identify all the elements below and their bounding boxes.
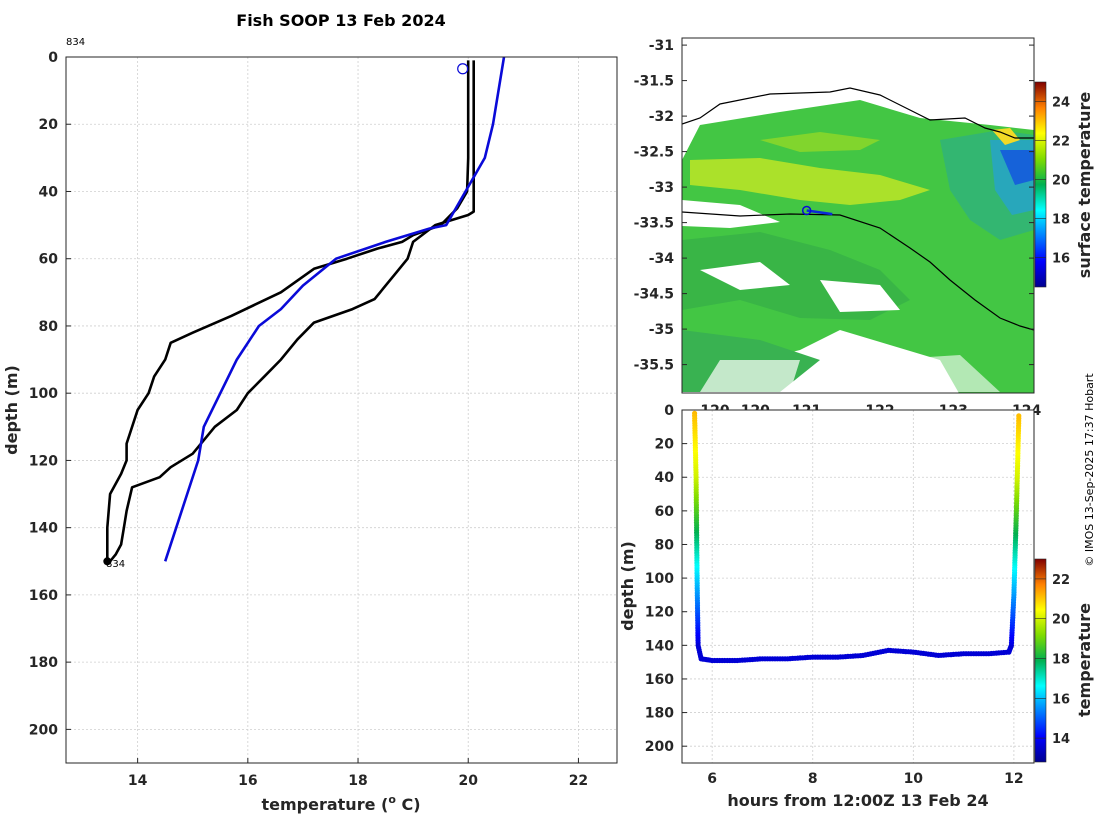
map-cb-tick-label: 16: [1052, 252, 1070, 267]
profile-grid: [66, 56, 617, 763]
profile-ytick-label: 60: [39, 252, 59, 268]
profile-bottom-id: 834: [106, 559, 125, 570]
depth-time-points: [692, 410, 1022, 664]
profile-panel: Fish SOOP 13 Feb 2024 14 16 18 20 22 0 20 40 60 8…: [2, 11, 618, 814]
depth-time-ytick-label: 0: [664, 403, 674, 419]
depth-time-colorbar-ticks: 14 16 18 20 22: [1035, 573, 1070, 747]
depth-time-ytick-label: 100: [645, 571, 674, 587]
profile-axes-box: [65, 56, 618, 764]
map-lat-tick-label: -32: [649, 109, 674, 125]
map-axes-box: [681, 37, 1035, 394]
coastline-south: [682, 211, 1034, 331]
map-lat-tick-label: -34: [649, 251, 675, 267]
map-lat-tick-label: -31: [649, 38, 674, 54]
depth-time-cb-tick-label: 14: [1052, 732, 1070, 747]
depth-time-xtick-label: 8: [808, 771, 818, 787]
depth-time-ytick-label: 60: [655, 504, 675, 520]
map-lat-tick-label: -31.5: [634, 74, 674, 90]
profile-line-climatology: [163, 57, 506, 562]
profile-ylabel: depth (m): [2, 365, 21, 455]
map-image: [682, 38, 1034, 393]
depth-time-xtick-label: 6: [707, 771, 717, 787]
profile-ticks: 14 16 18 20 22 0 20 40 60 80 100 120 140 160 180 200: [29, 50, 588, 789]
depth-time-colorbar-label: temperature: [1075, 603, 1094, 717]
profile-xlabel: temperature (o C): [261, 793, 420, 814]
profile-ytick-label: 200: [29, 722, 58, 738]
map-cb-tick-label: 18: [1052, 213, 1070, 228]
depth-time-cb-tick-label: 18: [1052, 653, 1070, 668]
profile-ytick-label: 80: [39, 319, 59, 335]
profile-ytick-label: 140: [29, 521, 58, 537]
profile-title: Fish SOOP 13 Feb 2024: [236, 11, 445, 30]
map-lat-tick-label: -35: [649, 322, 674, 338]
depth-time-ytick-label: 180: [645, 706, 674, 722]
sst-field: [682, 90, 1034, 393]
map-lat-tick-label: -32.5: [634, 145, 674, 161]
map-lat-tick-label: -34.5: [634, 287, 674, 303]
map-lat-tick-label: -33.5: [634, 216, 674, 232]
depth-time-colorbar: [1034, 558, 1047, 763]
profile-ytick-label: 180: [29, 655, 58, 671]
profile-ytick-label: 160: [29, 588, 58, 604]
depth-time-ylabel: depth (m): [618, 541, 637, 631]
map-colorbar-ticks: 16 18 20 22 24: [1035, 96, 1070, 267]
profile-series: [103, 57, 506, 566]
profile-xtick-label: 20: [458, 773, 478, 789]
map-lat-tick-label: -33: [649, 180, 674, 196]
depth-time-ytick-label: 20: [655, 437, 675, 453]
profile-ytick-label: 120: [29, 453, 58, 469]
depth-time-xlabel: hours from 12:00Z 13 Feb 24: [727, 791, 988, 810]
depth-time-axes-box: [681, 409, 1035, 764]
depth-time-ytick-label: 80: [655, 537, 675, 553]
credit-text: © IMOS 13-Sep-2025 17:37 Hobart: [1083, 373, 1096, 567]
depth-time-ytick-label: 160: [645, 672, 674, 688]
profile-ytick-label: 40: [39, 184, 59, 200]
map-cb-tick-label: 24: [1052, 96, 1070, 111]
profile-xtick-label: 16: [238, 773, 257, 789]
depth-time-cb-tick-label: 20: [1052, 613, 1070, 628]
depth-time-ytick-label: 120: [645, 605, 674, 621]
profile-ytick-label: 100: [29, 386, 58, 402]
depth-time-cb-tick-label: 16: [1052, 692, 1070, 707]
profile-xtick-label: 14: [128, 773, 148, 789]
map-colorbar: [1034, 81, 1047, 288]
profile-xtick-label: 22: [569, 773, 588, 789]
depth-time-ytick-label: 40: [655, 470, 675, 486]
profile-ytick-label: 0: [48, 50, 58, 66]
map-cb-tick-label: 22: [1052, 135, 1070, 150]
profile-line-profile-ascent: [109, 60, 475, 563]
ship-track: [801, 205, 833, 216]
depth-time-point: [1016, 413, 1022, 419]
coastline-north: [682, 87, 1034, 139]
map-colorbar-label: surface temperature: [1075, 92, 1094, 279]
profile-xtick-label: 18: [348, 773, 367, 789]
map-lat-tick-label: -35.5: [634, 358, 674, 374]
map-track-start: [801, 205, 812, 216]
profile-start-marker: [457, 63, 469, 75]
profile-ytick-label: 20: [39, 117, 59, 133]
map-cb-tick-label: 20: [1052, 174, 1070, 189]
depth-time-ytick-label: 140: [645, 638, 674, 654]
depth-time-cb-tick-label: 22: [1052, 573, 1070, 588]
profile-top-id: 834: [66, 37, 85, 48]
depth-time-ytick-label: 200: [645, 739, 674, 755]
map-panel: -31 -31.5 -32 -32.5 -33 -33.5 -34 -34.5 -35 -35.5…: [634, 37, 1094, 419]
profile-bottom-point: [103, 557, 112, 566]
depth-time-xtick-label: 10: [904, 771, 924, 787]
depth-time-xtick-label: 12: [1004, 771, 1023, 787]
profile-line-profile-descent: [106, 60, 470, 562]
